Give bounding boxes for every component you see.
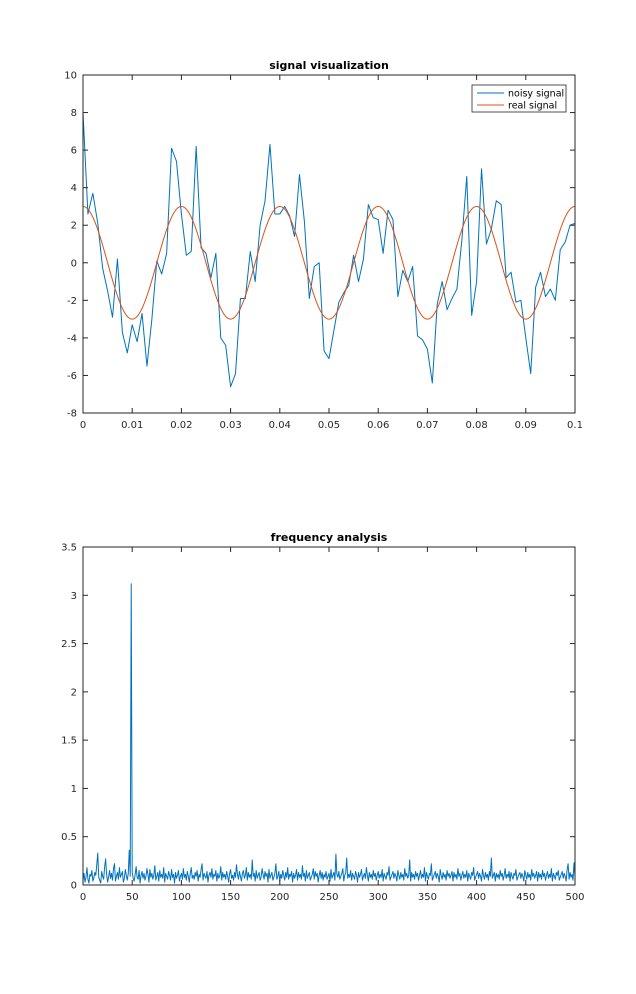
legend-label-noisy-signal: noisy signal (508, 89, 564, 100)
frequency-x-tick-label: 500 (565, 892, 584, 903)
signal-y-tick-label: 4 (71, 183, 77, 194)
frequency-y-tick-label: 0 (71, 881, 77, 892)
signal-visualization-plot: 0 0.01 0.02 0.03 0.04 0.05 0.06 0.07 0.08 0.09 0.1… (64, 59, 583, 431)
signal-x-tick-label: 0.03 (219, 420, 241, 431)
frequency-x-tick-label: 450 (516, 892, 535, 903)
frequency-y-tick-label: 2 (71, 687, 77, 698)
frequency-x-tick-label: 0 (80, 892, 86, 903)
frequency-y-tick-label: 2.5 (61, 639, 77, 650)
legend-label-real-signal: real signal (508, 101, 557, 112)
signal-chart-title: signal visualization (269, 59, 389, 72)
signal-x-tick-label: 0.1 (567, 420, 583, 431)
frequency-spectrum-line (82, 583, 576, 884)
signal-y-tick-label: -2 (67, 296, 77, 307)
signal-y-tick-label: -4 (67, 333, 77, 344)
signal-x-tick-label: 0.09 (515, 420, 537, 431)
frequency-y-tick-label: 3.5 (61, 543, 77, 554)
signal-x-tick-label: 0.08 (465, 420, 487, 431)
signal-x-tick-label: 0.02 (170, 420, 192, 431)
signal-x-tick-label: 0.01 (121, 420, 143, 431)
frequency-chart-title: frequency analysis (271, 531, 388, 544)
frequency-plot-area (83, 547, 575, 885)
frequency-x-tick-label: 250 (319, 892, 338, 903)
frequency-x-tick-label: 200 (270, 892, 289, 903)
real-signal-line (82, 205, 576, 320)
signal-y-tick-label: 10 (64, 71, 77, 82)
signal-y-tick-label: -6 (67, 371, 77, 382)
signal-x-tick-label: 0.06 (367, 420, 389, 431)
frequency-x-tick-label: 100 (172, 892, 191, 903)
signal-x-tick-label: 0.04 (269, 420, 291, 431)
frequency-y-tick-label: 3 (71, 591, 77, 602)
frequency-x-tick-label: 150 (221, 892, 240, 903)
legend-box (471, 84, 567, 113)
frequency-y-tick-label: 1.5 (61, 736, 77, 747)
signal-y-tick-label: 0 (71, 258, 77, 269)
frequency-analysis-plot: 0 50 100 150 200 250 300 350 400 450 500 0 0.5 1 1.5 2 2… (61, 531, 584, 903)
signal-y-tick-label: -8 (67, 409, 77, 420)
frequency-y-tick-label: 1 (71, 784, 77, 795)
signal-y-tick-label: 6 (71, 146, 77, 157)
signal-x-tick-label: 0 (80, 420, 86, 431)
signal-x-tick-label: 0.07 (416, 420, 438, 431)
signal-y-tick-label: 2 (71, 221, 77, 232)
frequency-x-tick-label: 350 (418, 892, 437, 903)
frequency-y-tick-label: 0.5 (61, 832, 77, 843)
signal-x-tick-label: 0.05 (318, 420, 340, 431)
frequency-x-tick-label: 300 (369, 892, 388, 903)
signal-plot-area (83, 75, 575, 413)
noisy-signal-line (82, 112, 576, 388)
signal-y-tick-label: 8 (71, 108, 77, 119)
frequency-x-tick-label: 50 (126, 892, 139, 903)
frequency-x-tick-label: 400 (467, 892, 486, 903)
